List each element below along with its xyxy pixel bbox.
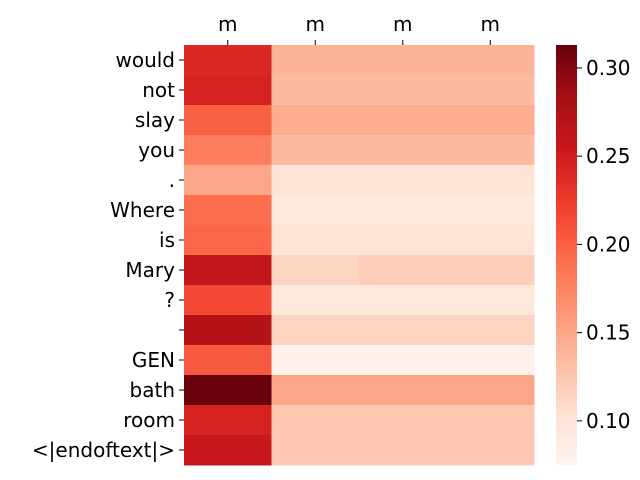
y-axis: would not slay you. Where is Mary? GEN bath room <… <box>32 48 184 462</box>
heatmap-cell <box>184 405 272 436</box>
heatmap-cell <box>446 165 535 196</box>
x-tick-label: m <box>393 12 412 36</box>
heatmap-cell <box>446 345 535 376</box>
heatmap-cell <box>359 435 447 466</box>
heatmap-cell <box>271 165 360 196</box>
heatmap-cell <box>271 285 360 316</box>
heatmap-cell <box>446 255 535 286</box>
heatmap-cell <box>184 285 272 316</box>
heatmap-cell <box>184 255 272 286</box>
heatmap-cell <box>271 255 360 286</box>
colorbar: 0.10 0.15 0.20 0.25 0.30 <box>556 45 631 465</box>
heatmap-cell <box>271 195 360 226</box>
heatmap-cell <box>271 375 360 406</box>
colorbar-tick-label: 0.25 <box>586 144 631 168</box>
heatmap-cell <box>359 375 447 406</box>
x-tick-label: m <box>481 12 500 36</box>
y-tick-label: is <box>159 228 175 252</box>
y-tick-label: <|endoftext|> <box>32 438 175 462</box>
heatmap-cell <box>184 165 272 196</box>
heatmap-cell <box>446 375 535 406</box>
y-tick-label: would <box>115 48 175 72</box>
y-tick-label: Mary <box>125 258 175 282</box>
heatmap-cell <box>271 315 360 346</box>
heatmap-cell <box>184 105 272 136</box>
heatmap-cell <box>271 105 360 136</box>
heatmap-cell <box>359 315 447 346</box>
heatmap-cell <box>271 75 360 106</box>
heatmap-cell <box>446 435 535 466</box>
heatmap-cell <box>184 75 272 106</box>
heatmap-cell <box>446 45 535 76</box>
heatmap-cell <box>184 225 272 256</box>
heatmap-cell <box>359 105 447 136</box>
y-tick-label: GEN <box>132 348 175 372</box>
x-tick-label: m <box>306 12 325 36</box>
heatmap-cell <box>271 405 360 436</box>
heatmap-cell <box>271 435 360 466</box>
heatmap-cell <box>446 315 535 346</box>
colorbar-ticks: 0.10 0.15 0.20 0.25 0.30 <box>577 56 631 433</box>
heatmap-cell <box>184 345 272 376</box>
heatmap-cell <box>446 75 535 106</box>
heatmap-cell <box>359 75 447 106</box>
heatmap-cell <box>359 255 447 286</box>
heatmap-cell <box>359 165 447 196</box>
heatmap-cell <box>446 405 535 436</box>
heatmap-cell <box>359 345 447 376</box>
heatmap-cell <box>359 225 447 256</box>
colorbar-gradient <box>556 45 577 465</box>
heatmap-cell <box>184 315 272 346</box>
heatmap-cell <box>446 195 535 226</box>
heatmap-cell <box>184 195 272 226</box>
heatmap-cell <box>184 45 272 76</box>
heatmap-cell <box>271 225 360 256</box>
y-tick-label: Where <box>110 198 175 222</box>
heatmap-cell <box>184 375 272 406</box>
colorbar-tick-label: 0.20 <box>586 232 631 256</box>
y-tick-label: not <box>142 78 175 102</box>
heatmap-cell <box>359 45 447 76</box>
heatmap-cell <box>184 135 272 166</box>
heatmap-cell <box>446 285 535 316</box>
y-tick-label: room <box>123 408 175 432</box>
colorbar-tick-label: 0.10 <box>586 409 631 433</box>
y-tick-label: you <box>138 138 175 162</box>
x-tick-label: m <box>218 12 237 36</box>
colorbar-tick-label: 0.15 <box>586 321 631 345</box>
colorbar-tick-label: 0.30 <box>586 56 631 80</box>
y-tick-label: bath <box>130 378 175 402</box>
heatmap-cell <box>271 135 360 166</box>
y-tick-label: slay <box>135 108 175 132</box>
heatmap-cell <box>446 135 535 166</box>
heatmap-cell <box>359 135 447 166</box>
heatmap-cells <box>184 45 535 466</box>
heatmap-cell <box>359 405 447 436</box>
heatmap-cell <box>446 105 535 136</box>
heatmap-cell <box>446 225 535 256</box>
heatmap-cell <box>271 345 360 376</box>
y-tick-label: . <box>169 168 175 192</box>
heatmap-cell <box>359 195 447 226</box>
heatmap-cell <box>184 435 272 466</box>
heatmap-cell <box>359 285 447 316</box>
heatmap-cell <box>271 45 360 76</box>
y-tick-label: ? <box>164 288 175 312</box>
